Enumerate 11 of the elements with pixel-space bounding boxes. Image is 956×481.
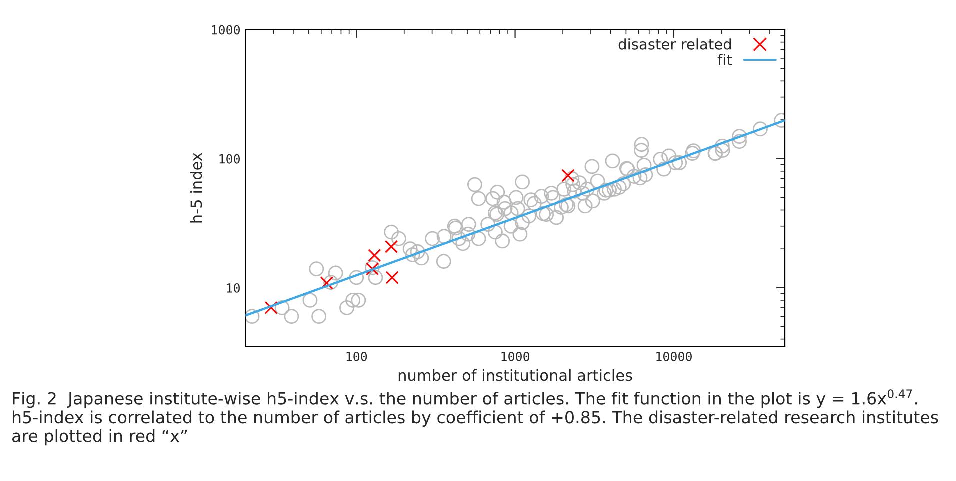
legend-label: disaster related — [618, 38, 732, 50]
y-axis-title: h-5 index — [190, 153, 202, 223]
legend-label: fit — [718, 54, 732, 66]
x-tick-label: 100 — [346, 352, 368, 362]
x-tick-label: 1000 — [502, 352, 530, 362]
y-tick-label: 1000 — [212, 25, 240, 35]
y-tick-label: 100 — [220, 154, 240, 164]
y-tick-label: 10 — [227, 283, 240, 293]
caption: Fig. 2 Japanese institute-wise h5-index v.s. the number of articles. The fit function in the plot is y = 1.6x$^{0.47}$. h5-index is correlated to the number of articles by coefficient of +0.85. The disaster-related research institutes are plotted in red “x” — [12, 390, 938, 446]
x-axis-title: number of institutional articles — [398, 369, 632, 382]
x-tick-label: 10000 — [656, 352, 692, 362]
